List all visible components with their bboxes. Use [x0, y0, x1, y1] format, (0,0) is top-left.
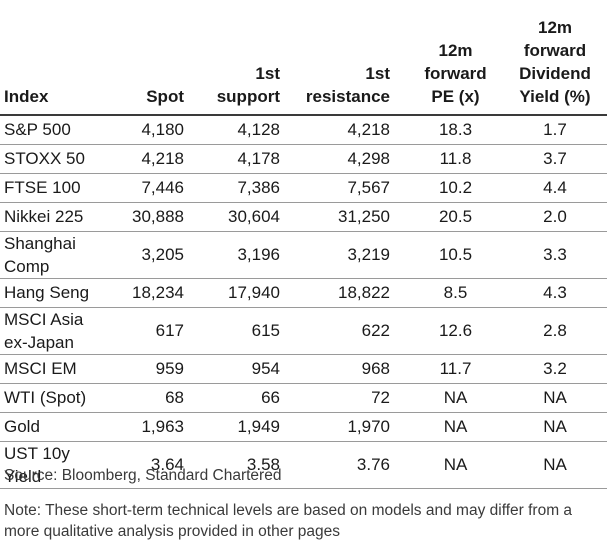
cell-1st-resistance: 622 [361, 321, 390, 340]
cell-dividend-yield: NA [543, 417, 567, 436]
table-row: STOXX 50 4,218 4,178 4,298 11.8 3.7 [0, 144, 607, 173]
cell-spot: 3.64 [150, 455, 184, 474]
cell-dividend-yield: 3.7 [543, 149, 567, 168]
cell-12m-forward-pe: 10.5 [438, 245, 473, 264]
cell-index: STOXX 50 [4, 149, 85, 168]
table-row: Shanghai Comp 3,205 3,196 3,219 10.5 3.3 [0, 231, 607, 278]
cell-dividend-yield: 3.3 [543, 245, 567, 264]
disclaimer-note: Note: These short-term technical levels … [4, 502, 573, 540]
cell-1st-resistance: 31,250 [338, 207, 390, 226]
cell-12m-forward-pe: 11.8 [439, 149, 472, 168]
source-note: Source: Bloomberg, Standard Chartered [4, 467, 282, 484]
cell-1st-resistance: 4,298 [347, 149, 390, 168]
table-row: Hang Seng 18,234 17,940 18,822 8.5 4.3 [0, 278, 607, 307]
cell-spot: 617 [155, 321, 184, 340]
cell-12m-forward-pe: 12.6 [438, 321, 473, 340]
cell-spot: 3,205 [141, 245, 184, 264]
cell-1st-resistance: 72 [371, 388, 390, 407]
cell-index: Gold [4, 417, 40, 436]
cell-12m-forward-pe: 11.7 [439, 359, 472, 378]
cell-index: Nikkei 225 [4, 207, 84, 226]
cell-spot: 959 [155, 359, 184, 378]
cell-1st-support: 954 [251, 359, 280, 378]
table-row: WTI (Spot) 68 66 72 NA NA [0, 383, 607, 412]
cell-1st-resistance: 18,822 [338, 283, 390, 302]
cell-12m-forward-pe: 20.5 [438, 207, 473, 226]
cell-1st-support: 615 [251, 321, 280, 340]
table-header-row: Index Spot 1st support 1st resistance 12m f… [0, 16, 607, 115]
cell-index: Shanghai Comp [4, 233, 76, 276]
cell-spot: 4,180 [141, 120, 184, 140]
table-row: FTSE 100 7,446 7,386 7,567 10.2 4.4 [0, 173, 607, 202]
table-row: Gold 1,963 1,949 1,970 NA NA [0, 412, 607, 441]
header-12m-forward-pe: 12m forward PE (x) [424, 41, 487, 106]
cell-spot: 18,234 [132, 283, 184, 302]
cell-dividend-yield: 4.3 [543, 283, 567, 302]
cell-12m-forward-pe: NA [443, 388, 468, 407]
cell-1st-resistance: 1,970 [347, 417, 390, 436]
cell-index: UST 10y Yield [4, 443, 70, 486]
cell-spot: 1,963 [141, 417, 184, 436]
cell-1st-support: 3.58 [246, 455, 280, 474]
cell-1st-support: 30,604 [228, 207, 280, 226]
cell-1st-resistance: 968 [361, 359, 390, 378]
cell-dividend-yield: NA [543, 388, 567, 407]
header-index: Index [4, 87, 49, 106]
table-row: S&P 500 4,180 4,128 4,218 18.3 1.7 [0, 115, 607, 144]
cell-index: Hang Seng [4, 283, 90, 302]
cell-index: S&P 500 [4, 120, 71, 140]
cell-1st-support: 7,386 [237, 178, 280, 197]
cell-1st-support: 3,196 [237, 245, 280, 264]
cell-1st-support: 17,940 [228, 283, 280, 302]
cell-1st-resistance: 4,218 [347, 120, 390, 140]
header-spot: Spot [146, 87, 184, 106]
cell-1st-resistance: 7,567 [347, 178, 390, 197]
cell-1st-resistance: 3.76 [356, 455, 390, 474]
cell-dividend-yield: 3.2 [543, 359, 567, 378]
table-row: MSCI Asia ex-Japan 617 615 622 12.6 2.8 [0, 307, 607, 354]
header-12m-forward-dividend-yield: 12m forward Dividend Yield (%) [519, 18, 591, 106]
cell-12m-forward-pe: 18.3 [438, 120, 473, 140]
cell-spot: 68 [165, 388, 184, 407]
cell-index: FTSE 100 [4, 178, 81, 197]
cell-1st-support: 66 [261, 388, 280, 407]
cell-1st-support: 1,949 [237, 417, 280, 436]
cell-dividend-yield: 4.4 [543, 178, 567, 197]
cell-1st-resistance: 3,219 [347, 245, 390, 264]
index-levels-table: Index Spot 1st support 1st resistance 12m f… [0, 16, 607, 489]
cell-dividend-yield: 1.7 [543, 120, 567, 140]
cell-12m-forward-pe: NA [443, 417, 468, 436]
header-1st-resistance: 1st resistance [305, 64, 390, 106]
cell-1st-support: 4,128 [237, 120, 280, 140]
cell-index: MSCI Asia ex-Japan [4, 309, 84, 352]
cell-dividend-yield: 2.8 [543, 321, 567, 340]
cell-spot: 7,446 [141, 178, 184, 197]
cell-12m-forward-pe: NA [443, 455, 468, 474]
table-body: S&P 500 4,180 4,128 4,218 18.3 1.7 STOXX 50 4,2… [0, 115, 607, 488]
table-row: Nikkei 225 30,888 30,604 31,250 20.5 2.0 [0, 202, 607, 231]
cell-index: WTI (Spot) [4, 388, 87, 407]
cell-spot: 4,218 [141, 149, 184, 168]
cell-12m-forward-pe: 8.5 [443, 283, 468, 302]
cell-spot: 30,888 [132, 207, 184, 226]
cell-1st-support: 4,178 [237, 149, 280, 168]
header-1st-support: 1st support [216, 64, 280, 106]
cell-index: MSCI EM [4, 359, 77, 378]
cell-12m-forward-pe: 10.2 [438, 178, 473, 197]
cell-dividend-yield: NA [543, 455, 567, 474]
table-row: MSCI EM 959 954 968 11.7 3.2 [0, 354, 607, 383]
cell-dividend-yield: 2.0 [543, 207, 567, 226]
table-row: UST 10y Yield 3.64 3.58 3.76 NA NA [0, 441, 607, 488]
